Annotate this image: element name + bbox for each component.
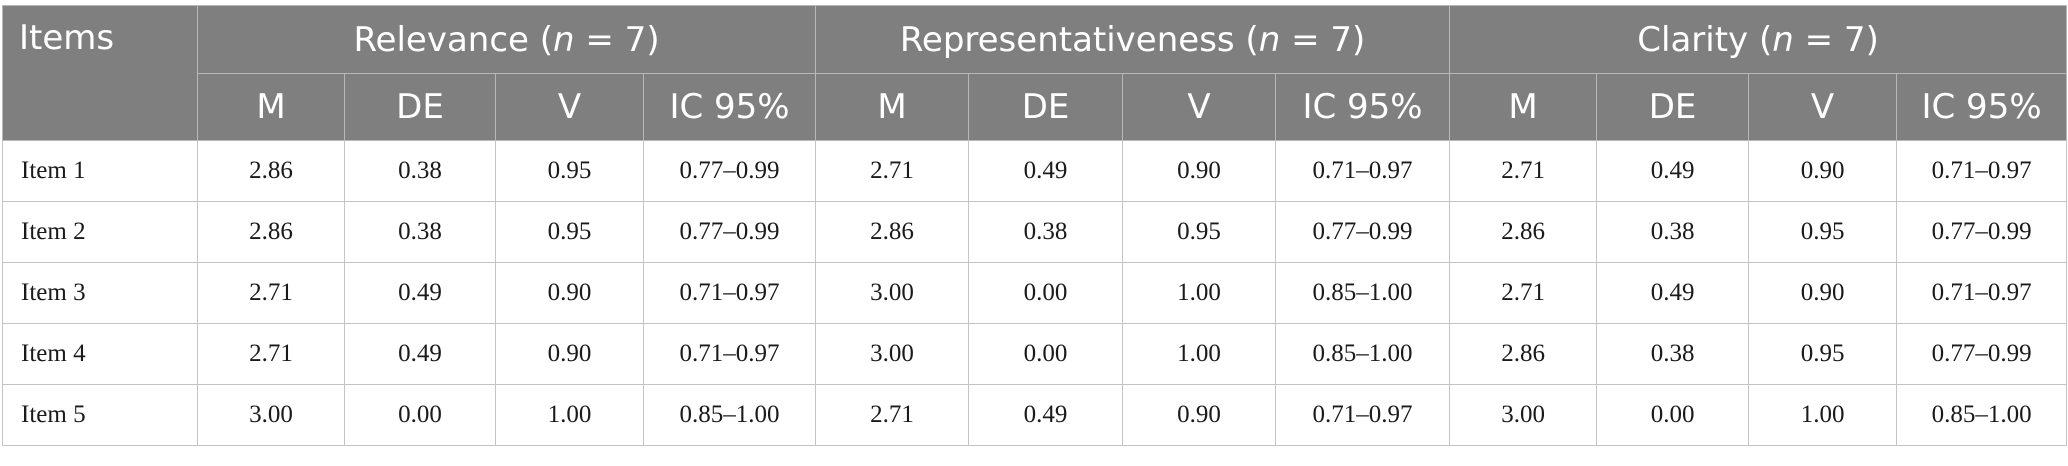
cell-representativeness-de: 0.49: [968, 140, 1124, 202]
cell-relevance-de: 0.49: [344, 262, 496, 324]
cell-representativeness-de: 0.38: [968, 201, 1124, 263]
cell-representativeness-m: 3.00: [815, 262, 970, 324]
item-label-cell: Item 3: [2, 262, 198, 324]
cell-relevance-de: 0.38: [344, 140, 496, 202]
cell-representativeness-de: 0.49: [968, 384, 1124, 446]
item-label-cell: Item 1: [2, 140, 198, 202]
cell-clarity-m: 2.71: [1449, 262, 1598, 324]
cell-relevance-ic95: 0.71–0.97: [642, 323, 817, 385]
cell-clarity-ic95: 0.77–0.99: [1896, 323, 2068, 385]
cell-representativeness-v: 1.00: [1122, 262, 1277, 324]
cell-representativeness-ic95: 0.71–0.97: [1275, 140, 1451, 202]
cell-representativeness-v: 0.90: [1122, 140, 1277, 202]
cell-relevance-ic95: 0.77–0.99: [642, 201, 817, 263]
group-header-representativeness: Representativeness (n = 7): [815, 5, 1451, 74]
cell-representativeness-m: 2.71: [815, 384, 970, 446]
table-row: Item 2 2.86 0.38 0.95 0.77–0.99 2.86 0.38 0.95 0…: [2, 201, 2068, 263]
cell-relevance-de: 0.49: [344, 323, 496, 385]
cell-clarity-v: 0.95: [1748, 323, 1898, 385]
cell-clarity-m: 2.86: [1449, 201, 1598, 263]
cell-clarity-de: 0.38: [1596, 323, 1750, 385]
subcolumn-header-de: DE: [1596, 73, 1750, 141]
n-variable: n: [1258, 19, 1281, 60]
cell-representativeness-de: 0.00: [968, 323, 1124, 385]
n-value: = 7: [1280, 19, 1353, 60]
cell-representativeness-ic95: 0.85–1.00: [1275, 323, 1451, 385]
table-row: Item 3 2.71 0.49 0.90 0.71–0.97 3.00 0.00 1.00 0…: [2, 262, 2068, 324]
cell-representativeness-m: 3.00: [815, 323, 970, 385]
group-label: Clarity: [1637, 19, 1749, 60]
cell-representativeness-v: 0.95: [1122, 201, 1277, 263]
n-value: = 7: [574, 19, 647, 60]
cell-clarity-v: 1.00: [1748, 384, 1898, 446]
cell-relevance-m: 2.71: [197, 262, 345, 324]
cell-relevance-m: 2.86: [197, 140, 345, 202]
table-row: Item 4 2.71 0.49 0.90 0.71–0.97 3.00 0.00 1.00 0…: [2, 323, 2068, 385]
cell-clarity-de: 0.38: [1596, 201, 1750, 263]
group-label: Representativeness: [899, 19, 1235, 60]
subcolumn-header-de: DE: [344, 73, 496, 141]
cell-representativeness-v: 1.00: [1122, 323, 1277, 385]
subcolumn-header-m: M: [1449, 73, 1598, 141]
subcolumn-header-v: V: [1122, 73, 1277, 141]
n-variable: n: [1772, 19, 1794, 60]
cell-clarity-ic95: 0.71–0.97: [1896, 140, 2068, 202]
cell-clarity-v: 0.90: [1748, 140, 1898, 202]
items-column-header: Items: [2, 5, 198, 141]
cell-clarity-ic95: 0.85–1.00: [1896, 384, 2068, 446]
subcolumn-header-ic95: IC 95%: [1275, 73, 1451, 141]
cell-relevance-v: 0.90: [495, 323, 644, 385]
cell-relevance-m: 2.86: [197, 201, 345, 263]
table-header: Items Relevance (n = 7) Representativene…: [2, 5, 2068, 141]
cell-clarity-de: 0.49: [1596, 262, 1750, 324]
n-variable: n: [553, 19, 575, 60]
cell-clarity-v: 0.95: [1748, 201, 1898, 263]
subcolumn-header-ic95: IC 95%: [1896, 73, 2068, 141]
cell-representativeness-ic95: 0.77–0.99: [1275, 201, 1451, 263]
cell-clarity-ic95: 0.77–0.99: [1896, 201, 2068, 263]
subcolumn-header-m: M: [197, 73, 345, 141]
cell-relevance-ic95: 0.77–0.99: [642, 140, 817, 202]
cell-relevance-v: 0.95: [495, 201, 644, 263]
cell-representativeness-m: 2.71: [815, 140, 970, 202]
group-header-clarity: Clarity (n = 7): [1449, 5, 2068, 74]
subcolumn-header-de: DE: [968, 73, 1124, 141]
results-table: Items Relevance (n = 7) Representativene…: [2, 5, 2068, 446]
item-label-cell: Item 5: [2, 384, 198, 446]
subcolumn-header-v: V: [495, 73, 644, 141]
table-row: Item 1 2.86 0.38 0.95 0.77–0.99 2.71 0.49 0.90 0…: [2, 140, 2068, 202]
cell-representativeness-ic95: 0.71–0.97: [1275, 384, 1451, 446]
group-label: Relevance: [353, 19, 529, 60]
cell-relevance-m: 3.00: [197, 384, 345, 446]
cell-relevance-ic95: 0.85–1.00: [642, 384, 817, 446]
cell-clarity-m: 2.86: [1449, 323, 1598, 385]
subcolumn-header-v: V: [1748, 73, 1898, 141]
group-header-relevance: Relevance (n = 7): [196, 5, 817, 74]
subcolumn-header-ic95: IC 95%: [642, 73, 817, 141]
cell-relevance-v: 1.00: [495, 384, 644, 446]
cell-clarity-m: 3.00: [1449, 384, 1598, 446]
cell-clarity-de: 0.49: [1596, 140, 1750, 202]
cell-clarity-ic95: 0.71–0.97: [1896, 262, 2068, 324]
cell-representativeness-de: 0.00: [968, 262, 1124, 324]
cell-relevance-de: 0.00: [344, 384, 496, 446]
cell-clarity-m: 2.71: [1449, 140, 1598, 202]
n-value: = 7: [1793, 19, 1866, 60]
cell-clarity-de: 0.00: [1596, 384, 1750, 446]
item-label-cell: Item 2: [2, 201, 198, 263]
cell-representativeness-ic95: 0.85–1.00: [1275, 262, 1451, 324]
cell-relevance-ic95: 0.71–0.97: [642, 262, 817, 324]
cell-clarity-v: 0.90: [1748, 262, 1898, 324]
cell-representativeness-v: 0.90: [1122, 384, 1277, 446]
cell-relevance-v: 0.95: [495, 140, 644, 202]
cell-relevance-m: 2.71: [197, 323, 345, 385]
subcolumn-header-m: M: [815, 73, 970, 141]
cell-relevance-de: 0.38: [344, 201, 496, 263]
cell-relevance-v: 0.90: [495, 262, 644, 324]
table-body: Item 1 2.86 0.38 0.95 0.77–0.99 2.71 0.49 0.90 0…: [2, 140, 2068, 446]
table-row: Item 5 3.00 0.00 1.00 0.85–1.00 2.71 0.49 0.90 0…: [2, 384, 2068, 446]
cell-representativeness-m: 2.86: [815, 201, 970, 263]
item-label-cell: Item 4: [2, 323, 198, 385]
